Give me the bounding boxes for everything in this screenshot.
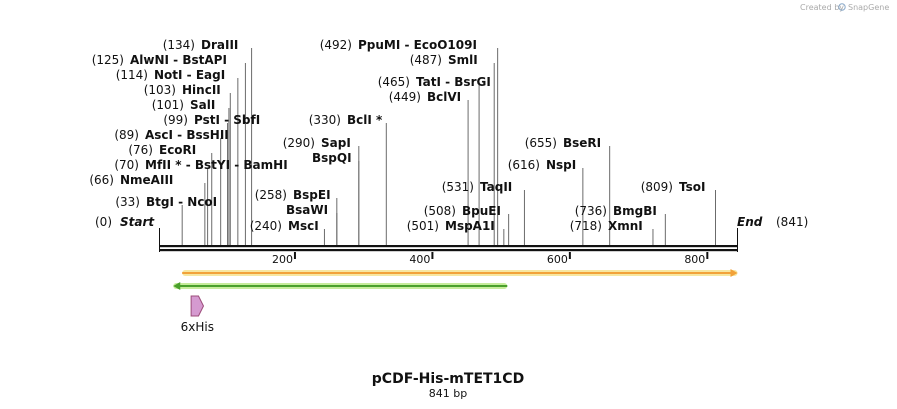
his-tag-arrow-icon[interactable] [190, 295, 205, 317]
site-pos-label: (33) [115, 195, 140, 209]
site-pos-label: (101) [152, 98, 184, 112]
top-strand [159, 245, 738, 248]
site-name-label[interactable]: BmgBI [613, 204, 657, 218]
site-pos-label: (290) [283, 136, 315, 150]
site-name-label[interactable]: AlwNI - BstAPI [130, 53, 227, 67]
site-pos-label: (258) [255, 188, 287, 202]
credit-text: Created by [800, 3, 844, 12]
site-name-label[interactable]: MspA1I [445, 219, 495, 233]
site-name-label[interactable]: TatI - BsrGI [416, 75, 491, 89]
site-pos-label: (492) [320, 38, 352, 52]
his-tag-label: 6xHis [181, 320, 214, 334]
site-pos-label: (114) [116, 68, 148, 82]
site-name-label[interactable]: AscI - BssHII [145, 128, 229, 142]
site-name-label[interactable]: NotI - EagI [154, 68, 225, 82]
site-name-label[interactable]: BseRI [563, 136, 601, 150]
start-label: Start [120, 215, 155, 229]
features: 6xHis [173, 269, 738, 334]
site-name-label[interactable]: MfII * - BstYI - BamHI [145, 158, 288, 172]
site-pos-label: (134) [163, 38, 195, 52]
site-name-label[interactable]: BclVI [427, 90, 461, 104]
snapgene-credit: Created by SnapGene [800, 3, 889, 12]
end-label: End [737, 215, 763, 229]
site-pos-label: (76) [128, 143, 153, 157]
site-name-label[interactable]: SmlI [448, 53, 478, 67]
snapgene-logo-icon [838, 3, 846, 11]
site-name-label[interactable]: BclI * [347, 113, 383, 127]
site-pos-label: (655) [525, 136, 557, 150]
bottom-strand [159, 249, 738, 252]
ruler-label-400: 400 [409, 253, 430, 266]
site-name-label[interactable]: NmeAIII [120, 173, 173, 187]
site-name-label[interactable]: NspI [546, 158, 576, 172]
site-pos-label: (718) [570, 219, 602, 233]
site-pos-label: (465) [378, 75, 410, 89]
site-name-label[interactable]: PstI - SbfI [194, 113, 260, 127]
site-pos-label: (501) [407, 219, 439, 233]
site-pos-label: (240) [250, 219, 282, 233]
green-feature-arrow-icon [173, 282, 181, 290]
ruler-label-800: 800 [684, 253, 705, 266]
site-name-label[interactable]: DraIII [201, 38, 238, 52]
site-pos-label: (508) [424, 204, 456, 218]
site-pos-label: (66) [89, 173, 114, 187]
site-name-label[interactable]: HincII [182, 83, 221, 97]
start-pos-label: (0) [95, 215, 112, 229]
end-pos-label: (841) [776, 215, 808, 229]
site-pos-label: (330) [309, 113, 341, 127]
site-name-label[interactable]: MscI [288, 219, 319, 233]
site-pos-label: (616) [508, 158, 540, 172]
site-name-label[interactable]: BspQI [312, 151, 352, 165]
cut-site-labels: (134) DraIII (125) AlwNI - BstAPI(114) NotI … [89, 38, 705, 233]
site-pos-label: (125) [92, 53, 124, 67]
site-name-label[interactable]: SalI [190, 98, 215, 112]
site-pos-label: (531) [442, 180, 474, 194]
site-pos-label: (70) [114, 158, 139, 172]
site-name-label[interactable]: TsoI [679, 180, 705, 194]
site-pos-label: (809) [641, 180, 673, 194]
site-name-label[interactable]: XmnI [608, 219, 643, 233]
dna-backbone [159, 228, 738, 252]
site-pos-label: (736) [575, 204, 607, 218]
orange-feature-arrow-icon [730, 269, 738, 277]
site-name-label[interactable]: BtgI - NcoI [146, 195, 217, 209]
site-name-label[interactable]: SapI [321, 136, 351, 150]
ruler: 200 400 600 800 [272, 252, 709, 266]
cut-site-lines [181, 48, 717, 246]
site-name-label[interactable]: BsaWI [286, 203, 328, 217]
site-pos-label: (449) [389, 90, 421, 104]
site-name-label[interactable]: BspEI [293, 188, 331, 202]
site-name-label[interactable]: BpuEI [462, 204, 501, 218]
site-name-label[interactable]: PpuMI - EcoO109I [358, 38, 477, 52]
site-pos-label: (99) [163, 113, 188, 127]
site-pos-label: (103) [144, 83, 176, 97]
sequence-length: 841 bp [429, 387, 467, 400]
site-pos-label: (89) [114, 128, 139, 142]
credit-brand: SnapGene [848, 3, 889, 12]
ruler-label-600: 600 [547, 253, 568, 266]
sequence-title: pCDF-His-mTET1CD [372, 371, 524, 387]
site-name-label[interactable]: EcoRI [159, 143, 196, 157]
site-pos-label: (487) [410, 53, 442, 67]
site-name-label[interactable]: TaqII [480, 180, 512, 194]
ruler-label-200: 200 [272, 253, 293, 266]
